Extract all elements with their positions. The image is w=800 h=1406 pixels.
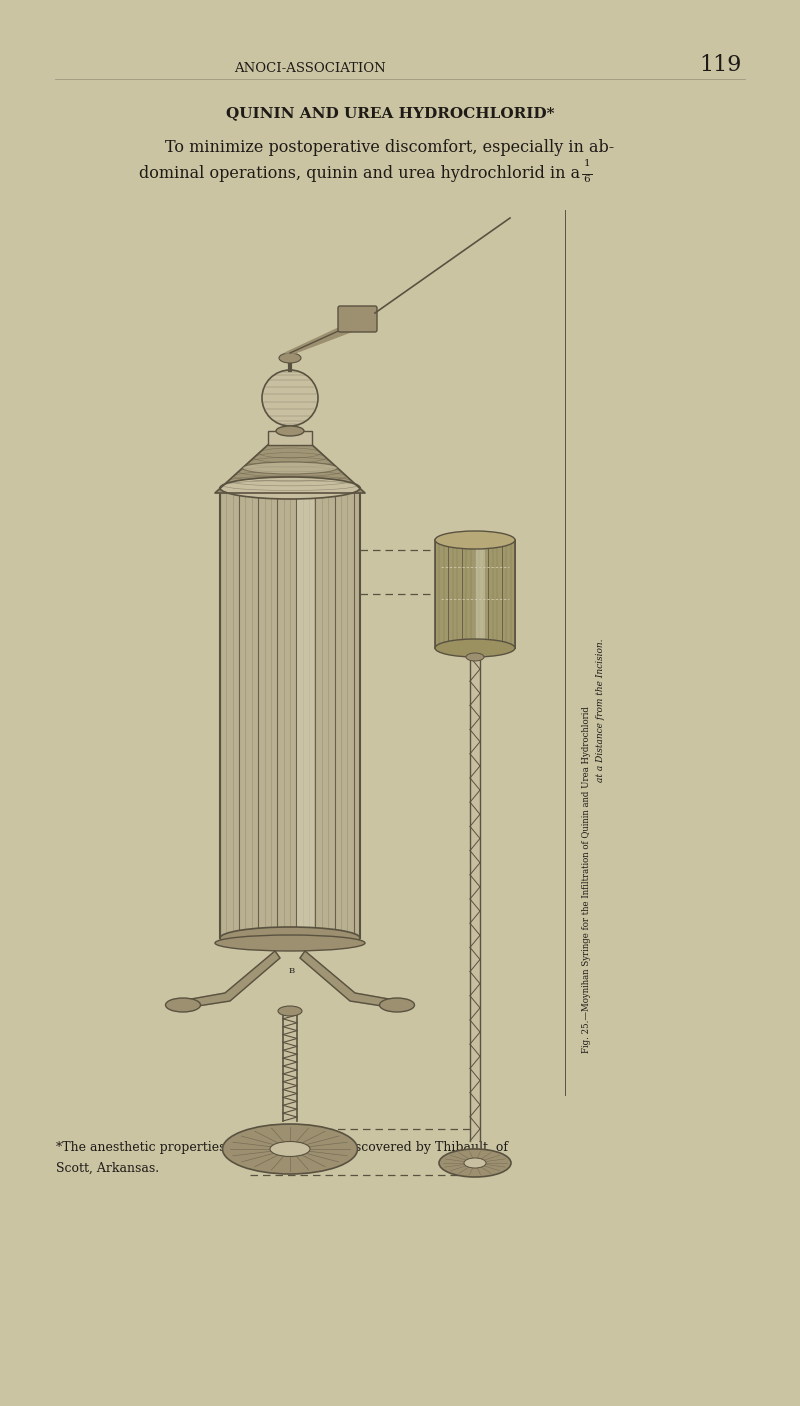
Ellipse shape	[379, 998, 414, 1012]
Bar	[220, 488, 360, 938]
Ellipse shape	[435, 531, 515, 548]
Text: ANOCI-ASSOCIATION: ANOCI-ASSOCIATION	[234, 62, 386, 75]
Polygon shape	[180, 950, 280, 1008]
Text: B: B	[289, 967, 295, 974]
Ellipse shape	[466, 652, 484, 661]
Text: dominal operations, quinin and urea hydrochlorid in a: dominal operations, quinin and urea hydr…	[139, 166, 581, 183]
Ellipse shape	[166, 998, 201, 1012]
Text: 6: 6	[584, 174, 590, 184]
Ellipse shape	[270, 1142, 310, 1157]
Ellipse shape	[435, 638, 515, 657]
Ellipse shape	[464, 1159, 486, 1168]
Bar	[470, 657, 480, 1142]
Text: 119: 119	[699, 53, 741, 76]
Ellipse shape	[220, 477, 360, 499]
Bar	[475, 540, 485, 648]
Bar	[283, 1011, 297, 1121]
Text: 1: 1	[584, 159, 590, 167]
Ellipse shape	[276, 426, 304, 436]
Ellipse shape	[278, 1007, 302, 1017]
Ellipse shape	[439, 1149, 511, 1177]
Polygon shape	[285, 325, 353, 353]
Ellipse shape	[215, 935, 365, 950]
Bar	[297, 488, 314, 938]
Bar	[268, 432, 312, 446]
Bar	[220, 488, 360, 938]
Polygon shape	[215, 443, 365, 494]
Text: at a Distance from the Incision.: at a Distance from the Incision.	[596, 638, 605, 782]
FancyBboxPatch shape	[338, 307, 377, 332]
Ellipse shape	[222, 1123, 358, 1174]
Bar	[435, 540, 515, 648]
Ellipse shape	[220, 927, 360, 949]
Ellipse shape	[279, 353, 301, 363]
Text: QUININ AND UREA HYDROCHLORID*: QUININ AND UREA HYDROCHLORID*	[226, 105, 554, 120]
Text: To minimize postoperative discomfort, especially in ab-: To minimize postoperative discomfort, es…	[166, 139, 614, 156]
Circle shape	[262, 370, 318, 426]
Ellipse shape	[242, 463, 338, 474]
Text: *The anesthetic properties of this drug were discovered by Thibault, of: *The anesthetic properties of this drug …	[56, 1142, 508, 1154]
Polygon shape	[300, 950, 400, 1008]
Text: Fig. 25.—Moynihan Syringe for the Infiltration of Quinin and Urea Hydrochlorid: Fig. 25.—Moynihan Syringe for the Infilt…	[582, 707, 591, 1053]
Bar	[435, 540, 515, 648]
Text: Scott, Arkansas.: Scott, Arkansas.	[56, 1161, 159, 1174]
